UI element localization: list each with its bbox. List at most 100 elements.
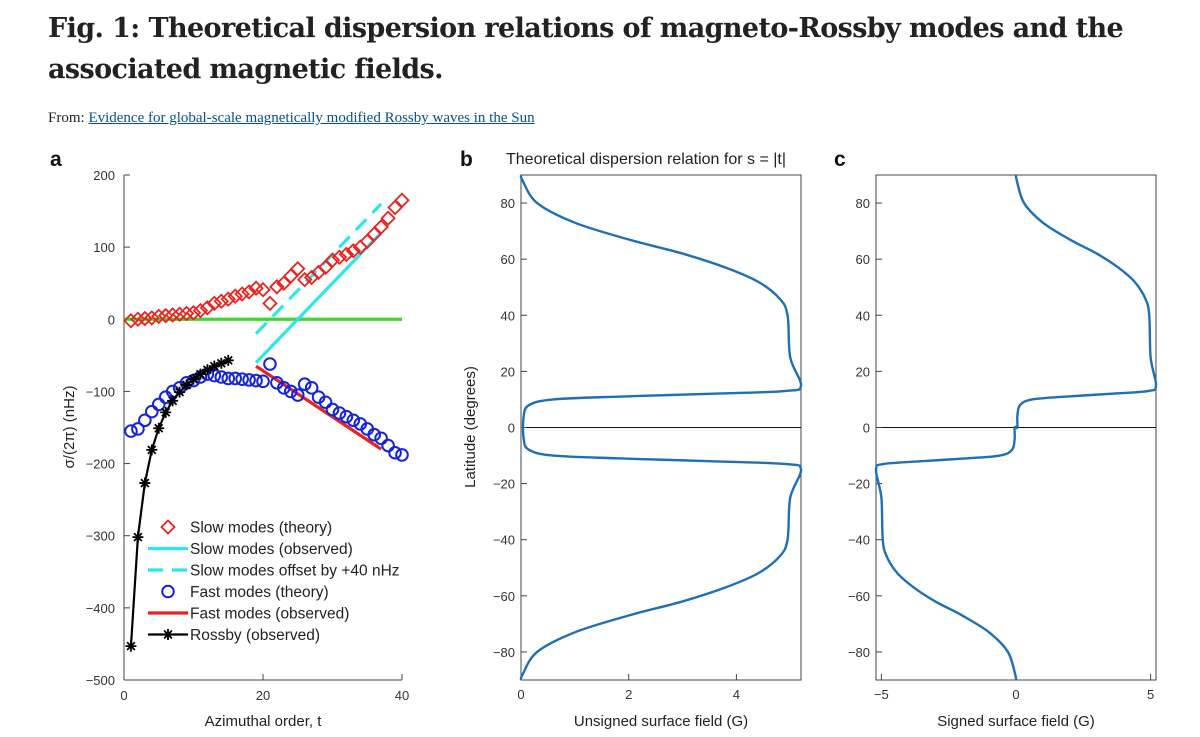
legend-label: Rossby (observed): [190, 627, 320, 644]
slow-theory-point: [387, 199, 403, 216]
field-curve: [519, 174, 803, 681]
y-tick-label: −400: [86, 601, 115, 616]
y-tick-label: 200: [93, 168, 115, 183]
slow-theory-point: [171, 306, 188, 323]
rossby-point: [201, 364, 213, 376]
source-article-link[interactable]: Evidence for global-scale magnetically m…: [88, 110, 535, 126]
fast-theory-point: [284, 384, 298, 399]
slow-theory-point: [283, 268, 299, 284]
rossby-point: [125, 640, 137, 652]
legend-label: Slow modes (theory): [190, 520, 332, 537]
y-tick-label: 60: [501, 252, 515, 267]
panel-b-label: b: [460, 148, 473, 171]
fast-theory-point: [221, 371, 236, 386]
legend-label: Slow modes (observed): [190, 541, 353, 558]
rossby-point: [160, 406, 172, 418]
rossby-point: [167, 395, 179, 407]
slow-theory-point: [220, 291, 237, 307]
slow-theory-point: [185, 305, 202, 321]
x-tick-label: 20: [256, 688, 270, 703]
y-tick-label: 80: [501, 196, 515, 211]
rossby-point: [188, 373, 199, 385]
fast-theory-point: [228, 371, 242, 386]
y-tick-label: 20: [501, 364, 515, 379]
y-tick-label: −100: [86, 384, 115, 399]
panel-a-legend: Slow modes (theory) Slow modes (observed)…: [148, 519, 400, 644]
slow-theory-point: [241, 284, 257, 300]
y-tick-label: 40: [856, 308, 870, 323]
panel-c-label: c: [834, 148, 846, 171]
slow-theory-point: [331, 249, 348, 266]
slow-theory-point: [394, 192, 410, 209]
fast-theory-point: [339, 409, 354, 424]
rossby-line: [129, 359, 229, 647]
slow-theory-point: [255, 281, 271, 298]
y-tick-label: 100: [93, 240, 115, 255]
slow-theory-point: [227, 288, 243, 304]
fast-theory-point: [249, 373, 263, 388]
rossby-point: [153, 422, 165, 434]
slow-theory-point: [123, 312, 139, 329]
y-tick-label: −20: [848, 477, 870, 492]
slow-theory-point: [289, 261, 306, 277]
fast-theory-point: [263, 357, 277, 371]
x-tick-label: 0: [1012, 687, 1019, 702]
panel-b-title: Theoretical dispersion relation for s = …: [506, 151, 786, 168]
y-tick-label: 0: [508, 421, 515, 436]
slow-theory-point: [380, 210, 396, 227]
fast-theory-point: [131, 422, 145, 436]
y-tick-label: −300: [86, 529, 115, 544]
y-axis-label: σ/(2π) (nHz): [61, 386, 78, 469]
slow-theory-point: [373, 219, 389, 235]
y-tick-label: 0: [108, 312, 115, 327]
slow-theory-series: [123, 192, 410, 329]
y-tick-label: −60: [493, 589, 515, 604]
y-tick-label: −40: [848, 533, 870, 548]
x-tick-label: −5: [874, 687, 889, 702]
panel-a-plot: 200 100 0 −100 −200 −300 −400 −500 0 20 40 Azimutha…: [61, 168, 410, 730]
fast-observed-line: [255, 364, 383, 451]
y-tick-label: −200: [86, 457, 115, 472]
slow-theory-point: [338, 246, 355, 263]
fast-theory-point: [256, 374, 270, 389]
rossby-point: [208, 360, 220, 372]
x-tick-label: 2: [625, 687, 632, 702]
rossby-point: [215, 357, 227, 369]
fast-theory-point: [395, 448, 409, 462]
y-tick-label: −40: [493, 533, 515, 548]
fast-theory-point: [297, 377, 312, 392]
slow-theory-point: [192, 302, 209, 319]
fast-theory-point: [388, 445, 402, 460]
legend-marker-diamond: [160, 519, 176, 535]
slow-theory-point: [130, 311, 146, 328]
fast-theory-point: [214, 370, 229, 384]
slow-theory-point: [157, 307, 174, 324]
rossby-point: [139, 477, 151, 489]
fast-theory-point: [235, 372, 249, 386]
fast-theory-point: [145, 404, 159, 419]
fast-theory-point: [151, 397, 166, 412]
y-tick-label: 40: [501, 308, 515, 323]
y-tick-label: 20: [856, 364, 870, 379]
fast-theory-point: [381, 438, 395, 453]
source-line: From: Evidence for global-scale magnetic…: [48, 110, 535, 127]
rossby-point: [132, 531, 144, 543]
slow-observed-offset-line: [254, 202, 383, 335]
fast-theory-point: [318, 395, 333, 410]
slow-theory-point: [199, 299, 216, 316]
field-curve: [874, 174, 1158, 681]
rossby-point: [194, 368, 206, 380]
x-tick-label: 4: [733, 687, 740, 702]
x-tick-label: 0: [517, 687, 524, 702]
y-tick-label: 80: [856, 196, 870, 211]
rossby-point: [146, 444, 158, 456]
legend-marker-asterisk: [162, 629, 174, 640]
slow-theory-point: [206, 295, 223, 312]
fast-theory-point: [374, 431, 388, 446]
legend-label: Slow modes offset by +40 nHz: [190, 563, 400, 580]
fast-theory-point: [346, 413, 361, 428]
fast-theory-point: [242, 373, 256, 387]
slow-theory-point: [269, 279, 285, 295]
legend-label: Fast modes (theory): [190, 584, 329, 601]
slow-theory-point: [178, 305, 195, 322]
